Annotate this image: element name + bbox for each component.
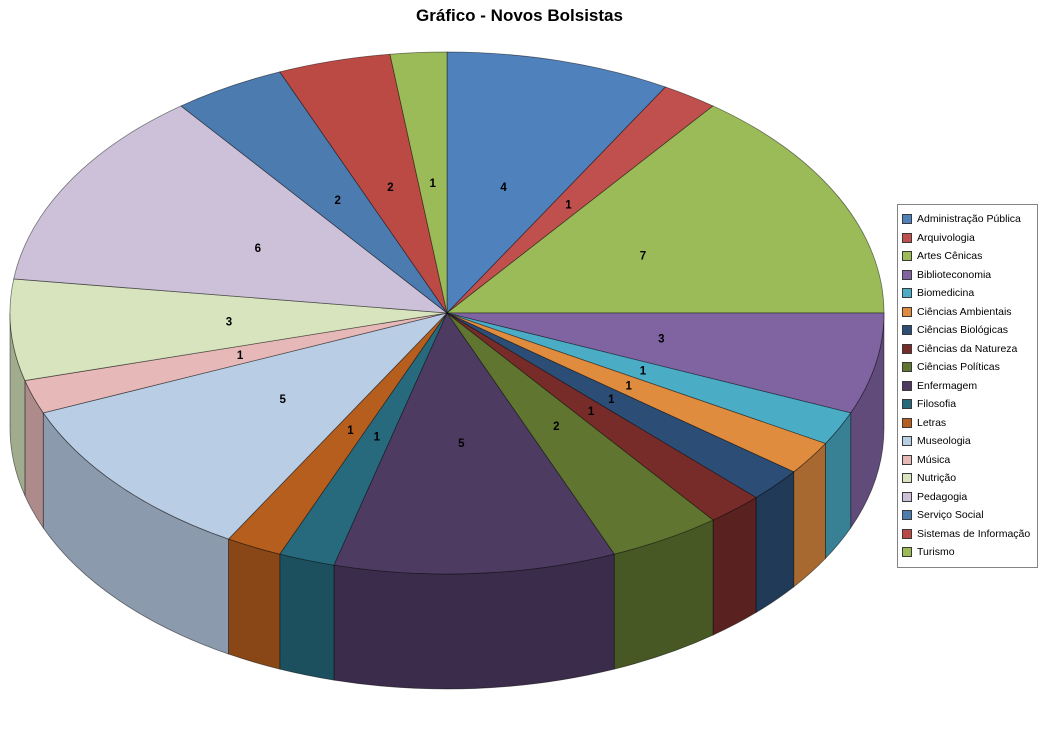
slice-value-label: 1 xyxy=(429,178,436,190)
slice-value-label: 2 xyxy=(553,421,559,433)
legend-swatch xyxy=(902,325,912,336)
legend-item: Biblioteconomia xyxy=(902,266,1035,285)
pie-slice xyxy=(389,51,448,314)
slice-value-label: 6 xyxy=(255,243,261,255)
legend-label: Museologia xyxy=(917,435,971,448)
legend-swatch xyxy=(902,454,912,465)
slice-value-label: 2 xyxy=(387,182,393,194)
legend-item: Pedagogia xyxy=(902,488,1035,507)
pie-slice xyxy=(445,105,885,314)
legend-label: Pedagogia xyxy=(917,490,968,503)
pie-slice-wall xyxy=(228,538,281,670)
legend-item: Ciências Biológicas xyxy=(902,321,1035,340)
pie-slice-wall xyxy=(712,496,757,636)
legend-label: Arquivologia xyxy=(917,231,975,244)
pie-slice xyxy=(42,312,449,540)
legend-item: Nutrição xyxy=(902,469,1035,488)
legend-label: Biomedicina xyxy=(917,287,975,300)
legend-label: Ciências da Natureza xyxy=(917,342,1018,355)
legend-swatch xyxy=(902,473,912,484)
legend-item: Ciências da Natureza xyxy=(902,340,1035,359)
slice-value-label: 2 xyxy=(334,195,340,207)
slice-value-label: 1 xyxy=(640,366,647,378)
legend-label: Nutrição xyxy=(917,472,957,485)
legend-swatch xyxy=(902,491,912,502)
legend-label: Biblioteconomia xyxy=(917,268,992,281)
legend-item: Ciências Políticas xyxy=(902,358,1035,377)
chart-legend: Administração Pública Arquivologia Artes C… xyxy=(897,204,1038,568)
legend-label: Filosofia xyxy=(917,398,957,411)
slice-value-label: 5 xyxy=(279,394,286,406)
slice-value-label: 1 xyxy=(347,425,354,437)
pie-slice xyxy=(9,278,448,381)
legend-label: Letras xyxy=(917,416,947,429)
legend-label: Turismo xyxy=(917,546,955,559)
slice-value-label: 1 xyxy=(374,432,381,444)
chart-title: Gráfico - Novos Bolsistas xyxy=(416,6,623,25)
legend-swatch xyxy=(902,306,912,317)
slice-value-label: 3 xyxy=(658,334,664,346)
slice-value-label: 1 xyxy=(588,406,595,418)
legend-swatch xyxy=(902,269,912,280)
pie-slice xyxy=(13,105,449,314)
legend-swatch xyxy=(902,288,912,299)
slice-value-label: 1 xyxy=(608,394,615,406)
slice-value-label: 7 xyxy=(640,250,646,262)
legend-swatch xyxy=(902,214,912,225)
legend-item: Ciências Ambientais xyxy=(902,303,1035,322)
legend-item: Biomedicina xyxy=(902,284,1035,303)
legend-swatch xyxy=(902,528,912,539)
legend-label: Artes Cênicas xyxy=(917,250,983,263)
legend-swatch xyxy=(902,436,912,447)
legend-swatch xyxy=(902,510,912,521)
legend-item: Administração Pública xyxy=(902,210,1035,229)
legend-item: Artes Cênicas xyxy=(902,247,1035,266)
legend-item: Música xyxy=(902,451,1035,470)
legend-item: Turismo xyxy=(902,543,1035,562)
legend-swatch xyxy=(902,380,912,391)
legend-label: Serviço Social xyxy=(917,509,984,522)
legend-label: Sistemas de Informação xyxy=(917,527,1031,540)
legend-item: Enfermagem xyxy=(902,377,1035,396)
pie-slice xyxy=(446,51,667,314)
legend-swatch xyxy=(902,343,912,354)
slice-value-label: 3 xyxy=(226,317,232,329)
pie-slice xyxy=(333,312,615,575)
legend-label: Música xyxy=(917,453,951,466)
slice-value-label: 1 xyxy=(625,381,632,393)
pie-slice xyxy=(446,312,885,414)
slice-value-label: 5 xyxy=(458,438,465,450)
slice-value-label: 4 xyxy=(500,182,507,194)
legend-swatch xyxy=(902,399,912,410)
legend-label: Enfermagem xyxy=(917,379,978,392)
legend-label: Ciências Biológicas xyxy=(917,324,1009,337)
legend-item: Serviço Social xyxy=(902,506,1035,525)
legend-item: Sistemas de Informação xyxy=(902,525,1035,544)
legend-item: Arquivologia xyxy=(902,229,1035,248)
legend-swatch xyxy=(902,417,912,428)
legend-swatch xyxy=(902,232,912,243)
legend-item: Museologia xyxy=(902,432,1035,451)
slice-value-label: 1 xyxy=(237,350,244,362)
slice-value-label: 1 xyxy=(565,200,572,212)
legend-label: Administração Pública xyxy=(917,213,1021,226)
legend-swatch xyxy=(902,251,912,262)
legend-item: Filosofia xyxy=(902,395,1035,414)
pie-slice-wall xyxy=(333,553,615,690)
legend-item: Letras xyxy=(902,414,1035,433)
legend-swatch xyxy=(902,547,912,558)
legend-label: Ciências Políticas xyxy=(917,361,1000,374)
legend-swatch xyxy=(902,362,912,373)
pie-slice-wall xyxy=(279,553,335,681)
legend-label: Ciências Ambientais xyxy=(917,305,1012,318)
